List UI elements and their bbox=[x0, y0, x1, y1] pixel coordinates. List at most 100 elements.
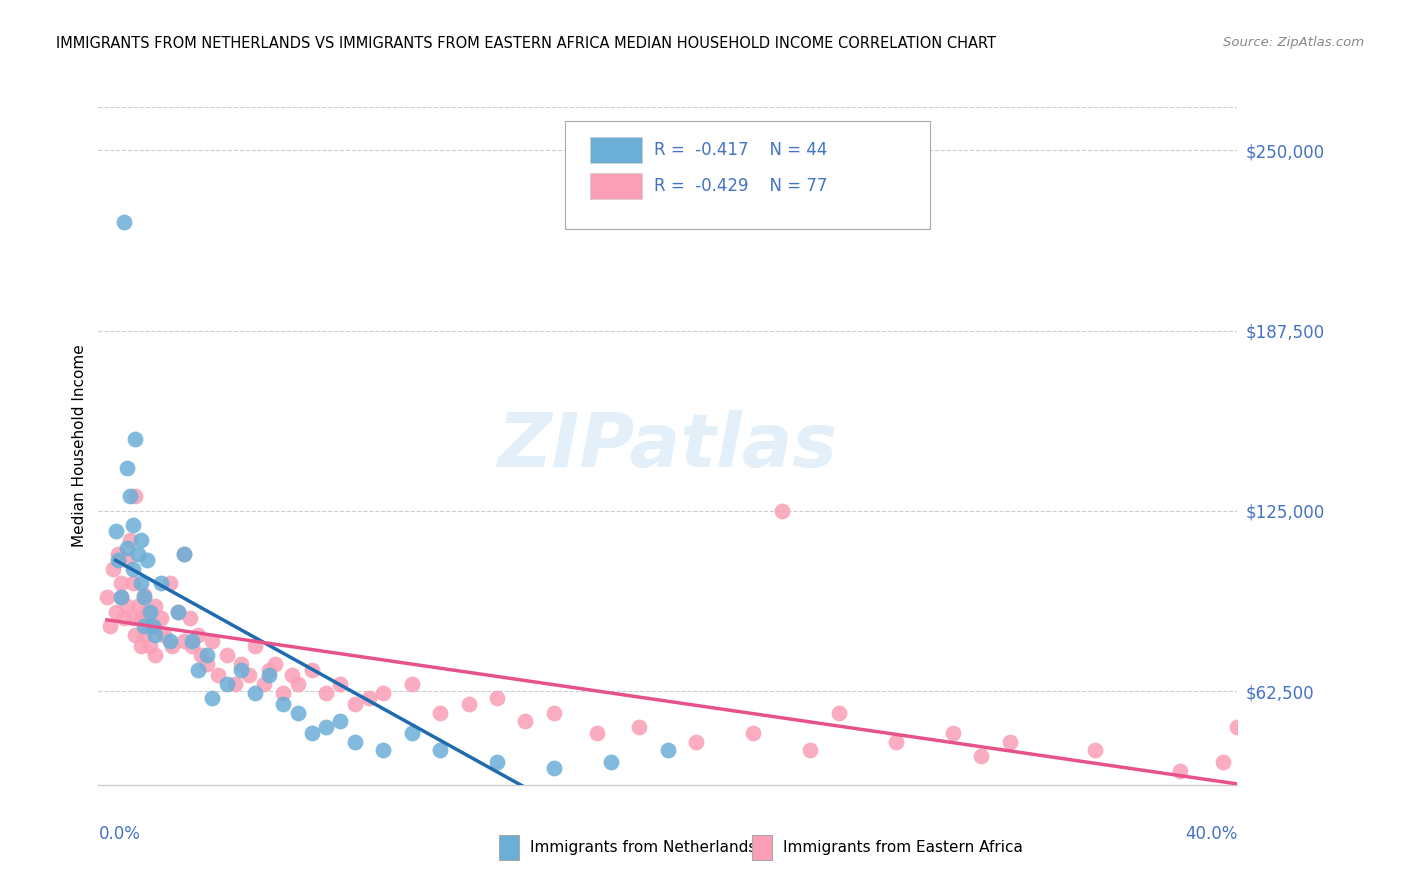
Point bbox=[115, 599, 138, 613]
Point bbox=[110, 591, 132, 605]
Point bbox=[207, 668, 229, 682]
Point bbox=[138, 640, 160, 654]
Point bbox=[112, 215, 135, 229]
Point bbox=[121, 610, 143, 624]
Point bbox=[264, 657, 287, 671]
Point bbox=[429, 706, 451, 720]
Point bbox=[121, 561, 143, 575]
Point bbox=[104, 524, 127, 538]
Point bbox=[135, 553, 157, 567]
Point bbox=[141, 619, 163, 633]
Point bbox=[457, 697, 479, 711]
Point bbox=[543, 761, 565, 775]
Point bbox=[150, 576, 173, 591]
Point bbox=[145, 648, 167, 662]
Point bbox=[107, 547, 129, 561]
Point bbox=[145, 599, 167, 613]
Point bbox=[486, 691, 509, 706]
Point bbox=[401, 726, 423, 740]
Point bbox=[287, 706, 309, 720]
Point bbox=[201, 691, 224, 706]
FancyBboxPatch shape bbox=[565, 120, 929, 229]
Point bbox=[195, 648, 218, 662]
Point bbox=[201, 633, 224, 648]
Point bbox=[173, 547, 195, 561]
Point bbox=[107, 553, 129, 567]
Point bbox=[970, 749, 993, 764]
Text: IMMIGRANTS FROM NETHERLANDS VS IMMIGRANTS FROM EASTERN AFRICA MEDIAN HOUSEHOLD I: IMMIGRANTS FROM NETHERLANDS VS IMMIGRANT… bbox=[56, 36, 997, 51]
Point bbox=[132, 619, 155, 633]
Point bbox=[329, 677, 352, 691]
Point bbox=[259, 668, 281, 682]
Point bbox=[195, 657, 218, 671]
Point bbox=[127, 547, 149, 561]
Point bbox=[998, 734, 1021, 748]
Point bbox=[742, 726, 765, 740]
Point bbox=[187, 663, 209, 677]
Point bbox=[343, 697, 366, 711]
Point bbox=[828, 706, 851, 720]
Point bbox=[942, 726, 965, 740]
Text: Immigrants from Eastern Africa: Immigrants from Eastern Africa bbox=[783, 840, 1024, 855]
Text: R =  -0.429    N = 77: R = -0.429 N = 77 bbox=[654, 177, 828, 194]
Point bbox=[118, 533, 141, 547]
Point bbox=[162, 640, 184, 654]
Point bbox=[173, 547, 195, 561]
Point bbox=[129, 610, 152, 624]
Point bbox=[141, 619, 163, 633]
Point bbox=[101, 561, 124, 575]
Point bbox=[799, 743, 821, 757]
Text: 40.0%: 40.0% bbox=[1185, 825, 1237, 843]
Point bbox=[115, 553, 138, 567]
Point bbox=[135, 605, 157, 619]
Point bbox=[167, 605, 190, 619]
Point bbox=[229, 663, 252, 677]
Point bbox=[273, 686, 295, 700]
Point bbox=[1170, 764, 1192, 778]
Point bbox=[401, 677, 423, 691]
Point bbox=[129, 640, 152, 654]
Point bbox=[243, 640, 266, 654]
Point bbox=[179, 610, 201, 624]
Point bbox=[159, 576, 181, 591]
Point bbox=[215, 677, 238, 691]
Point bbox=[229, 657, 252, 671]
Point bbox=[132, 628, 155, 642]
Point bbox=[1212, 755, 1234, 769]
Point bbox=[124, 628, 146, 642]
Point bbox=[301, 663, 323, 677]
Point bbox=[357, 691, 380, 706]
Point bbox=[187, 628, 209, 642]
Point bbox=[145, 628, 167, 642]
Point bbox=[238, 668, 260, 682]
Point bbox=[121, 576, 143, 591]
Point bbox=[515, 714, 537, 729]
Point bbox=[486, 755, 509, 769]
Point bbox=[315, 720, 337, 734]
Point bbox=[301, 726, 323, 740]
Point bbox=[628, 720, 651, 734]
Point bbox=[150, 610, 173, 624]
Point bbox=[1226, 720, 1249, 734]
Point bbox=[329, 714, 352, 729]
Text: Immigrants from Netherlands: Immigrants from Netherlands bbox=[530, 840, 756, 855]
Point bbox=[115, 541, 138, 556]
Point bbox=[121, 518, 143, 533]
Text: 0.0%: 0.0% bbox=[98, 825, 141, 843]
Point bbox=[343, 734, 366, 748]
Point bbox=[110, 591, 132, 605]
Point bbox=[127, 599, 149, 613]
Point bbox=[173, 633, 195, 648]
Point bbox=[132, 588, 155, 602]
Point bbox=[167, 605, 190, 619]
Point bbox=[96, 591, 118, 605]
Point bbox=[110, 576, 132, 591]
Point bbox=[685, 734, 707, 748]
Point bbox=[118, 490, 141, 504]
Point bbox=[224, 677, 246, 691]
Point bbox=[181, 633, 204, 648]
Point bbox=[124, 490, 146, 504]
Point bbox=[132, 591, 155, 605]
Point bbox=[543, 706, 565, 720]
Point bbox=[215, 648, 238, 662]
